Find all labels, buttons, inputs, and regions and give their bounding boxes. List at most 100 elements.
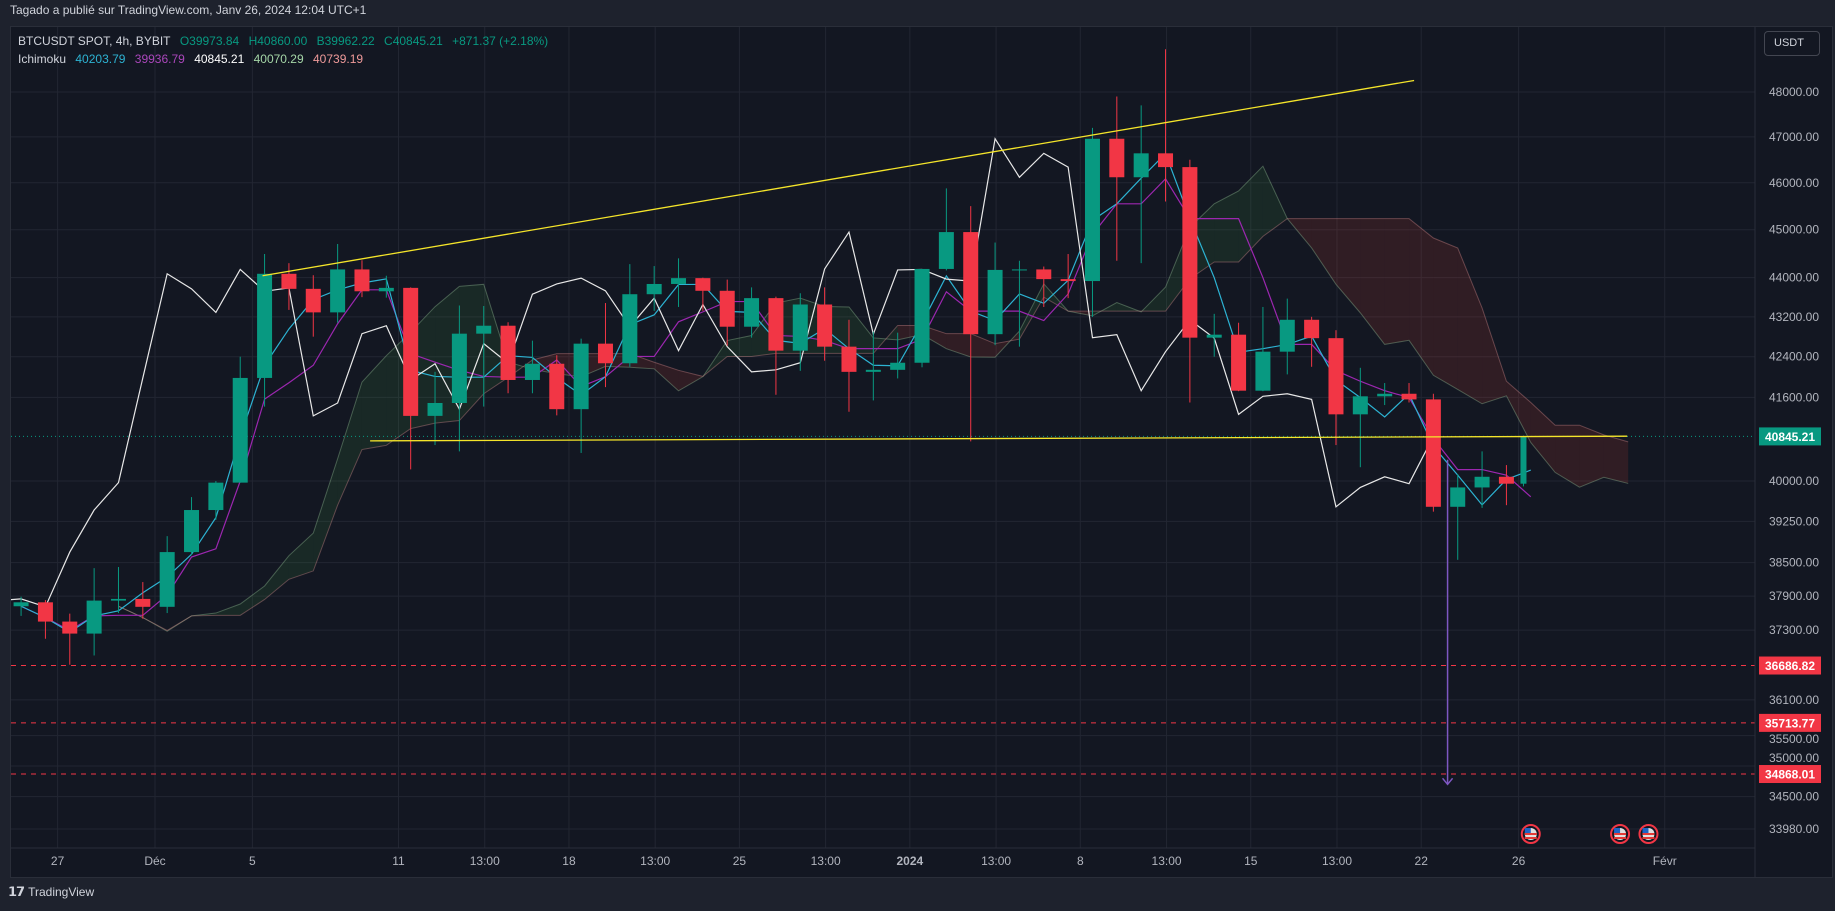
time-tick-label: 25	[733, 854, 747, 868]
time-tick-label: 5	[249, 854, 256, 868]
candle[interactable]	[987, 242, 1003, 346]
candle[interactable]	[184, 497, 200, 555]
arrow-head-icon	[1442, 777, 1454, 786]
lagging-value: 40845.21	[194, 52, 245, 66]
candle-body	[86, 600, 102, 634]
candle-body	[476, 325, 492, 334]
candle-body	[719, 290, 735, 327]
economic-event-marker[interactable]	[1638, 824, 1659, 844]
candle[interactable]	[1279, 298, 1295, 375]
candle-body	[330, 269, 346, 313]
candle[interactable]	[1060, 254, 1076, 299]
trendline[interactable]	[370, 435, 1628, 442]
candle[interactable]	[1158, 49, 1174, 202]
candle[interactable]	[110, 567, 126, 614]
level-price-label: 36686.82	[1765, 659, 1815, 673]
time-tick-label: 27	[51, 854, 65, 868]
candle[interactable]	[476, 305, 492, 407]
candle-body	[1304, 319, 1320, 339]
candle[interactable]	[938, 188, 954, 271]
candle[interactable]	[1011, 260, 1027, 347]
candle[interactable]	[1450, 474, 1466, 560]
candle[interactable]	[1084, 127, 1100, 317]
candle[interactable]	[744, 287, 760, 338]
candle[interactable]	[1474, 451, 1490, 508]
candle[interactable]	[1255, 306, 1271, 392]
candle[interactable]	[257, 254, 273, 407]
candle[interactable]	[841, 319, 857, 412]
candle[interactable]	[549, 355, 565, 416]
candle[interactable]	[865, 331, 881, 401]
candle[interactable]	[135, 582, 151, 619]
candle[interactable]	[792, 293, 808, 371]
candle-body	[62, 621, 78, 634]
candle[interactable]	[622, 264, 638, 367]
candle[interactable]	[305, 275, 321, 337]
cloud-bearish	[946, 333, 971, 357]
candle-body	[963, 232, 979, 335]
cloud-bullish	[1092, 302, 1117, 316]
candle[interactable]	[37, 600, 53, 639]
candle[interactable]	[1520, 435, 1527, 487]
tv-logo-icon: 𝟭𝟳	[8, 884, 25, 899]
plot-area[interactable]	[0, 27, 1755, 848]
candle[interactable]	[646, 266, 662, 311]
candle[interactable]	[1133, 105, 1149, 264]
candle[interactable]	[232, 356, 248, 483]
candle[interactable]	[330, 243, 346, 323]
candle-body	[184, 510, 200, 553]
cloud-bullish	[1238, 166, 1263, 262]
candle[interactable]	[963, 206, 979, 442]
candle[interactable]	[1352, 367, 1368, 468]
economic-event-marker[interactable]	[1520, 824, 1541, 844]
candle[interactable]	[695, 277, 711, 311]
candle[interactable]	[597, 303, 613, 388]
candle[interactable]	[1036, 266, 1052, 307]
candle[interactable]	[354, 260, 370, 298]
candle-body	[817, 304, 833, 347]
candle-body	[768, 298, 784, 351]
candle[interactable]	[1206, 313, 1222, 357]
candle[interactable]	[86, 568, 102, 656]
candle[interactable]	[768, 296, 784, 395]
candle[interactable]	[671, 258, 687, 307]
candle[interactable]	[500, 322, 516, 394]
tradingview-logo[interactable]: 𝟭𝟳 TradingView	[8, 884, 94, 900]
candle[interactable]	[378, 275, 394, 298]
candle[interactable]	[1425, 393, 1441, 512]
symbol-title[interactable]: BTCUSDT SPOT, 4h, BYBIT	[18, 34, 171, 48]
candle[interactable]	[1109, 96, 1125, 261]
candle[interactable]	[62, 613, 78, 665]
trendline[interactable]	[262, 79, 1415, 277]
cloud-bearish	[1530, 402, 1556, 473]
candle[interactable]	[1328, 330, 1344, 446]
candle[interactable]	[208, 481, 224, 520]
candle[interactable]	[451, 305, 467, 452]
price-tick-label: 45000.00	[1769, 223, 1819, 237]
candle[interactable]	[1377, 383, 1393, 406]
cloud-bullish	[240, 585, 265, 616]
candle[interactable]	[1231, 322, 1247, 392]
candle[interactable]	[914, 268, 930, 368]
cloud-bearish	[1506, 381, 1531, 443]
candle[interactable]	[427, 371, 443, 446]
candle[interactable]	[1498, 465, 1514, 506]
candle[interactable]	[573, 338, 589, 453]
indicator-name[interactable]: Ichimoku	[18, 52, 67, 66]
candle[interactable]	[890, 332, 906, 379]
candle[interactable]	[817, 287, 833, 361]
candle[interactable]	[1182, 159, 1198, 403]
candle[interactable]	[403, 287, 419, 470]
candle[interactable]	[1304, 316, 1320, 367]
currency-button[interactable]: USDT	[1764, 31, 1820, 56]
economic-event-marker[interactable]	[1610, 824, 1631, 844]
cloud-bearish	[1579, 425, 1604, 488]
candle[interactable]	[13, 596, 29, 616]
candle[interactable]	[159, 536, 175, 614]
candle-body	[865, 369, 881, 372]
candle[interactable]	[719, 279, 735, 346]
candle[interactable]	[1401, 383, 1417, 403]
candle[interactable]	[524, 340, 540, 394]
candle-body	[549, 363, 565, 410]
